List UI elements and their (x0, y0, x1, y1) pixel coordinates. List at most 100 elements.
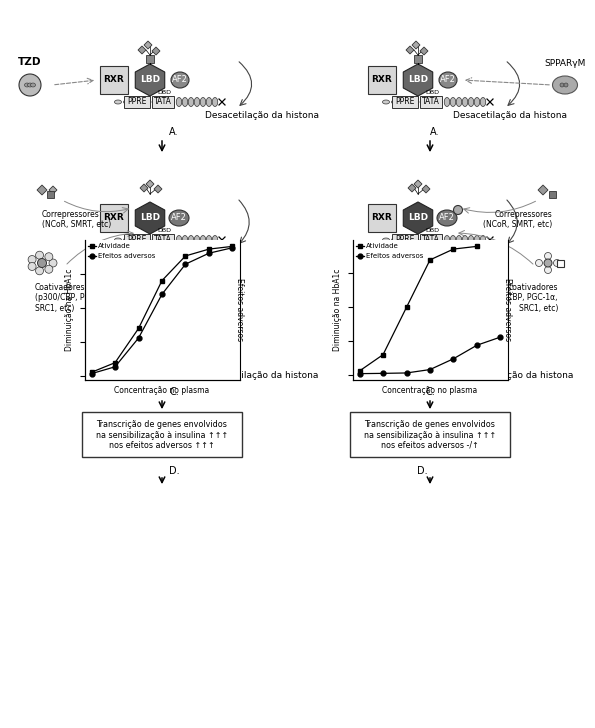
Text: PPRE: PPRE (127, 365, 147, 374)
Ellipse shape (411, 238, 417, 242)
Text: Desacetilação da histona: Desacetilação da histona (453, 111, 567, 119)
Efeitos adversos (474, 341, 481, 349)
Ellipse shape (143, 100, 149, 104)
Text: TATA: TATA (422, 365, 440, 374)
Bar (392, 364, 418, 376)
Bar (549, 191, 556, 198)
Ellipse shape (428, 326, 435, 333)
Text: PPRE: PPRE (395, 365, 415, 374)
Polygon shape (403, 332, 433, 364)
Legend: Atividade, Efeitos adversos: Atividade, Efeitos adversos (356, 243, 424, 259)
Polygon shape (49, 186, 57, 194)
Bar (124, 364, 150, 376)
Ellipse shape (212, 365, 218, 374)
Text: AF2: AF2 (439, 213, 455, 223)
Polygon shape (406, 46, 414, 54)
Atividade (205, 245, 212, 253)
Ellipse shape (143, 368, 149, 372)
Polygon shape (135, 332, 165, 364)
Ellipse shape (124, 100, 130, 104)
Bar (124, 96, 150, 108)
Bar (420, 364, 442, 376)
Ellipse shape (201, 365, 206, 374)
Text: TATA: TATA (422, 98, 440, 106)
Text: B.: B. (169, 261, 179, 271)
Text: TATA: TATA (154, 235, 172, 245)
Bar (350, 412, 510, 457)
Bar (420, 234, 442, 246)
Text: RXR: RXR (104, 344, 124, 352)
Ellipse shape (176, 98, 181, 106)
Bar (368, 204, 396, 232)
Line: Atividade: Atividade (89, 244, 235, 375)
Ellipse shape (151, 322, 159, 331)
Bar (152, 364, 174, 376)
Bar (82, 412, 242, 457)
Efeitos adversos (403, 368, 410, 377)
Bar (420, 96, 442, 108)
Ellipse shape (480, 365, 486, 374)
Ellipse shape (182, 365, 188, 374)
Polygon shape (154, 185, 162, 193)
Ellipse shape (24, 83, 30, 87)
Bar (152, 96, 174, 108)
Text: Transcrição de genes envolvidos
na sensibilização à insulina ↑↑↑
nos efeitos adv: Transcrição de genes envolvidos na sensi… (364, 420, 496, 450)
Ellipse shape (114, 238, 121, 242)
Bar (392, 96, 418, 108)
Text: PPRE: PPRE (127, 98, 147, 106)
Text: LBD: LBD (408, 76, 428, 84)
Text: RXR: RXR (104, 213, 124, 223)
Text: C.: C. (169, 387, 179, 397)
Ellipse shape (124, 238, 130, 242)
Ellipse shape (553, 76, 578, 94)
Ellipse shape (171, 72, 189, 88)
Bar (47, 191, 54, 198)
Text: DBD: DBD (425, 229, 439, 234)
Atividade (380, 350, 387, 359)
Ellipse shape (114, 368, 121, 372)
Efeitos adversos (135, 333, 142, 342)
Bar (100, 204, 128, 232)
Ellipse shape (27, 83, 33, 87)
Ellipse shape (456, 98, 462, 106)
Ellipse shape (194, 365, 200, 374)
Text: Desacetilação da histona: Desacetilação da histona (205, 111, 319, 119)
Ellipse shape (188, 98, 194, 106)
Ellipse shape (444, 365, 450, 374)
Polygon shape (146, 180, 154, 188)
Text: AF2: AF2 (439, 344, 455, 352)
Ellipse shape (19, 74, 41, 96)
Efeitos adversos (427, 365, 434, 374)
Polygon shape (152, 47, 160, 55)
Y-axis label: Efeitos adversos: Efeitos adversos (234, 278, 244, 341)
Ellipse shape (383, 100, 390, 104)
Ellipse shape (420, 100, 426, 104)
Ellipse shape (474, 365, 480, 374)
Ellipse shape (49, 259, 57, 267)
Ellipse shape (36, 266, 43, 274)
Ellipse shape (133, 368, 139, 372)
Ellipse shape (420, 238, 426, 242)
Polygon shape (422, 185, 430, 193)
Ellipse shape (450, 98, 456, 106)
Efeitos adversos (229, 243, 236, 252)
Ellipse shape (560, 83, 564, 87)
Text: DBD: DBD (425, 90, 439, 95)
Ellipse shape (400, 238, 408, 242)
Ellipse shape (437, 340, 457, 356)
Atividade (158, 276, 165, 285)
Text: Transcrição de genes envolvidos
na sensibilização à insulina ↑↑↑
nos efeitos adv: Transcrição de genes envolvidos na sensi… (96, 420, 228, 450)
Ellipse shape (536, 259, 543, 266)
Ellipse shape (392, 100, 399, 104)
Text: AF2: AF2 (171, 213, 187, 223)
Ellipse shape (152, 368, 158, 372)
Text: LBD: LBD (140, 213, 160, 223)
Ellipse shape (439, 72, 457, 88)
Polygon shape (37, 185, 47, 195)
Text: Correpressores
(NCoR, SMRT, etc): Correpressores (NCoR, SMRT, etc) (42, 210, 111, 229)
Ellipse shape (206, 235, 212, 245)
Ellipse shape (133, 238, 139, 242)
Ellipse shape (139, 325, 146, 333)
Ellipse shape (453, 205, 462, 215)
Polygon shape (135, 64, 165, 96)
